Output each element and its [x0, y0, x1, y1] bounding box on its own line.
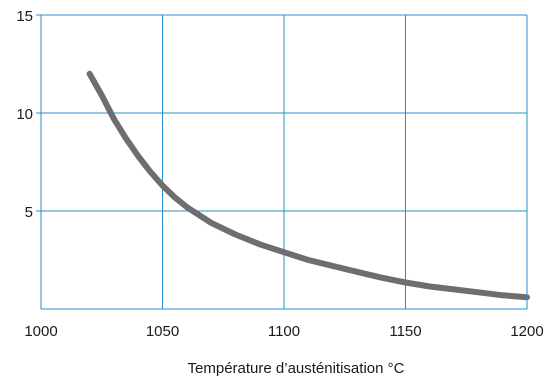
data-curve — [86, 70, 530, 301]
grid — [41, 15, 527, 309]
y-tick-label-5: 5 — [25, 204, 33, 221]
x-tick-label-1150: 1150 — [389, 323, 421, 340]
y-tick-label-15: 15 — [16, 8, 33, 25]
plot-frame — [40, 14, 528, 310]
x-tick-label-1050: 1050 — [146, 323, 179, 340]
y-tick-label-10: 10 — [16, 106, 33, 123]
curve-layer — [86, 70, 530, 301]
x-tick-label-1100: 1100 — [268, 323, 300, 340]
x-tick-label-1200: 1200 — [510, 323, 543, 340]
x-axis: 1000 1050 1100 1150 1200 — [24, 323, 543, 340]
y-axis: 5 10 15 — [16, 8, 41, 221]
x-axis-label: Température d’austénitisation °C — [188, 360, 405, 377]
x-tick-label-1000: 1000 — [24, 323, 57, 340]
